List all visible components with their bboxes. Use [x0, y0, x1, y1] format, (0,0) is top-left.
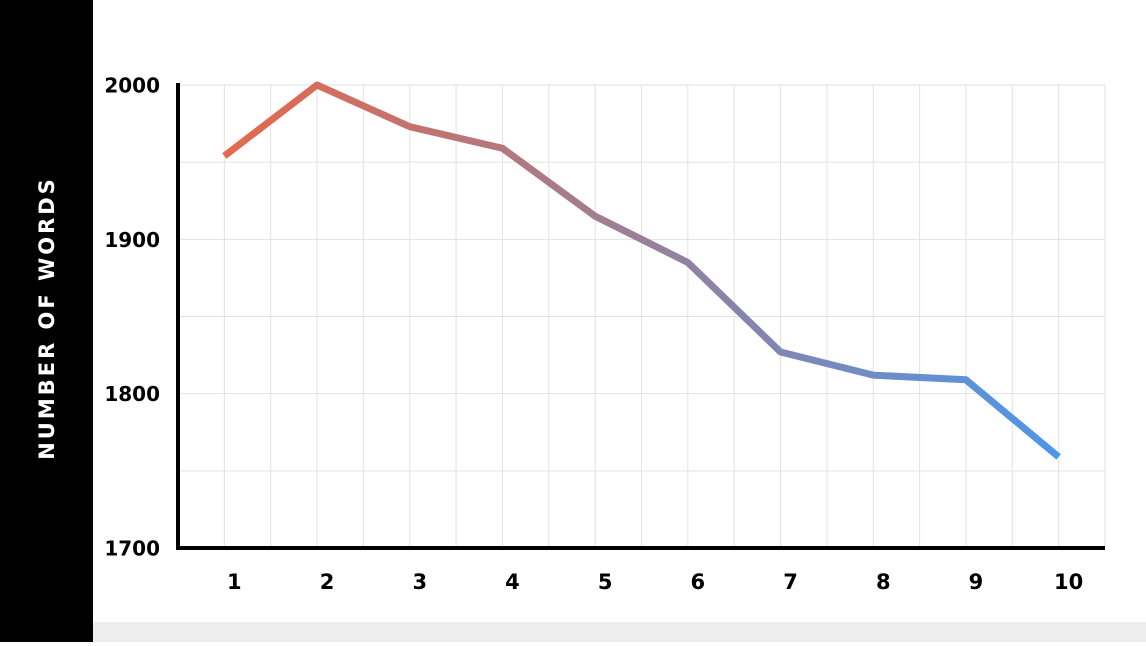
x-tick-label: 8 — [876, 570, 891, 594]
side-band — [0, 0, 93, 642]
x-tick-label: 5 — [598, 570, 613, 594]
y-tick-label: 1700 — [104, 537, 160, 561]
x-tick-label: 4 — [505, 570, 520, 594]
x-tick-label: 10 — [1054, 570, 1083, 594]
y-tick-label: 1800 — [104, 382, 160, 406]
x-tick-label: 1 — [227, 570, 242, 594]
y-axis-label: NUMBER OF WORDS — [35, 176, 59, 460]
x-tick-label: 3 — [412, 570, 427, 594]
x-tick-label: 2 — [320, 570, 335, 594]
y-tick-label: 1900 — [104, 228, 160, 252]
data-line — [222, 81, 1061, 460]
x-tick-label: 9 — [969, 570, 984, 594]
y-tick-label: 2000 — [104, 74, 160, 98]
x-tick-label: 7 — [783, 570, 798, 594]
x-tick-label: 6 — [691, 570, 706, 594]
footer-band — [93, 622, 1146, 642]
